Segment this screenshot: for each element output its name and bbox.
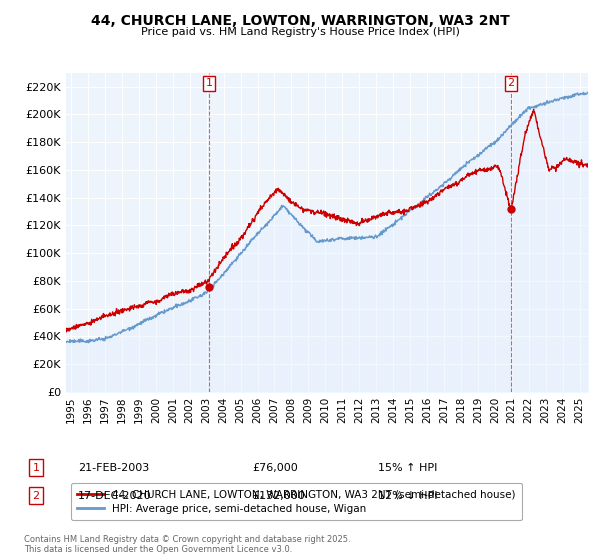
Text: £132,000: £132,000	[252, 491, 305, 501]
Text: £76,000: £76,000	[252, 463, 298, 473]
Text: 21-FEB-2003: 21-FEB-2003	[78, 463, 149, 473]
Text: Price paid vs. HM Land Registry's House Price Index (HPI): Price paid vs. HM Land Registry's House …	[140, 27, 460, 37]
Legend: 44, CHURCH LANE, LOWTON, WARRINGTON, WA3 2NT (semi-detached house), HPI: Average: 44, CHURCH LANE, LOWTON, WARRINGTON, WA3…	[71, 483, 521, 520]
Text: 1: 1	[32, 463, 40, 473]
Text: 17-DEC-2020: 17-DEC-2020	[78, 491, 152, 501]
Text: 15% ↑ HPI: 15% ↑ HPI	[378, 463, 437, 473]
Text: 1: 1	[205, 78, 212, 88]
Text: 2: 2	[508, 78, 515, 88]
Text: 2: 2	[32, 491, 40, 501]
Text: 12% ↓ HPI: 12% ↓ HPI	[378, 491, 437, 501]
Text: 44, CHURCH LANE, LOWTON, WARRINGTON, WA3 2NT: 44, CHURCH LANE, LOWTON, WARRINGTON, WA3…	[91, 14, 509, 28]
Text: Contains HM Land Registry data © Crown copyright and database right 2025.
This d: Contains HM Land Registry data © Crown c…	[24, 535, 350, 554]
